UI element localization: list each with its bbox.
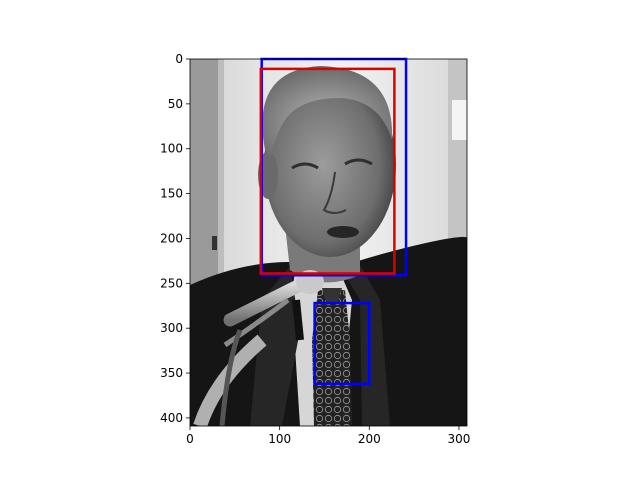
x-tick-label: 300 — [447, 432, 470, 446]
bounding-box-2 — [259, 67, 396, 275]
x-tick-label: 0 — [186, 432, 194, 446]
y-tick-label: 400 — [160, 411, 183, 425]
x-tick-label: 200 — [358, 432, 381, 446]
y-tick-label: 350 — [160, 366, 183, 380]
y-tick-label: 250 — [160, 276, 183, 290]
bounding-box-3 — [313, 301, 371, 386]
y-tick-label: 100 — [160, 142, 183, 156]
y-tick-label: 0 — [175, 52, 183, 66]
y-tick-label: 50 — [168, 97, 183, 111]
x-tick-label: 100 — [268, 432, 291, 446]
y-tick-label: 150 — [160, 187, 183, 201]
portrait-image — [190, 59, 467, 426]
y-tick-label: 200 — [160, 231, 183, 245]
axes-layer: 0 100 200 300 0 50 100 150 200 250 300 350 400 — [160, 52, 470, 446]
y-tick-label: 300 — [160, 321, 183, 335]
axes-frame — [189, 58, 468, 427]
